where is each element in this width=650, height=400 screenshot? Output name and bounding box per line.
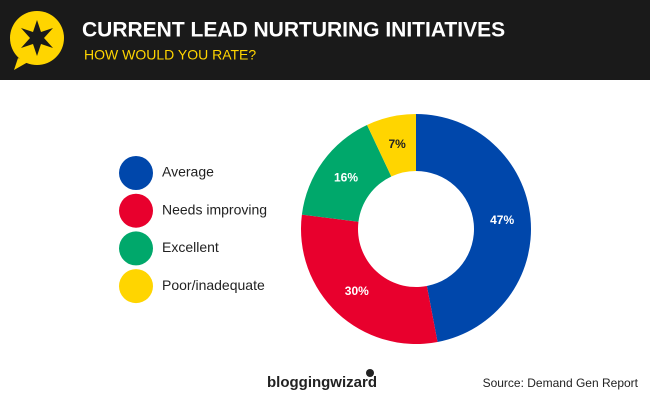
source-note: Source: Demand Gen Report (483, 376, 639, 390)
donut-slice (416, 114, 532, 342)
value-label: 16% (334, 170, 358, 184)
brand-dot (366, 369, 374, 377)
value-label: 47% (490, 213, 514, 227)
header-icon (10, 11, 64, 70)
legend-label: Poor/inadequate (162, 277, 265, 293)
chart-subtitle: HOW WOULD YOU RATE? (84, 47, 256, 63)
legend-swatch (119, 269, 153, 304)
value-label: 7% (388, 137, 406, 151)
donut-slice (367, 114, 416, 177)
donut-slice (301, 124, 392, 222)
donut-slice (300, 214, 438, 344)
legend-swatch (119, 231, 153, 266)
legend-swatch (119, 193, 153, 228)
value-label: 30% (345, 284, 369, 298)
legend-label: Excellent (162, 239, 219, 255)
legend-label: Needs improving (162, 201, 267, 217)
legend-label: Average (162, 164, 214, 180)
chart-title: CURRENT LEAD NURTURING INITIATIVES (82, 19, 505, 42)
legend-swatch (119, 156, 153, 190)
header-band (0, 0, 650, 80)
plot: 47% Average 30% Needs improving 16% Excellent… (119, 114, 532, 344)
brand: bloggingwizard (267, 374, 377, 391)
